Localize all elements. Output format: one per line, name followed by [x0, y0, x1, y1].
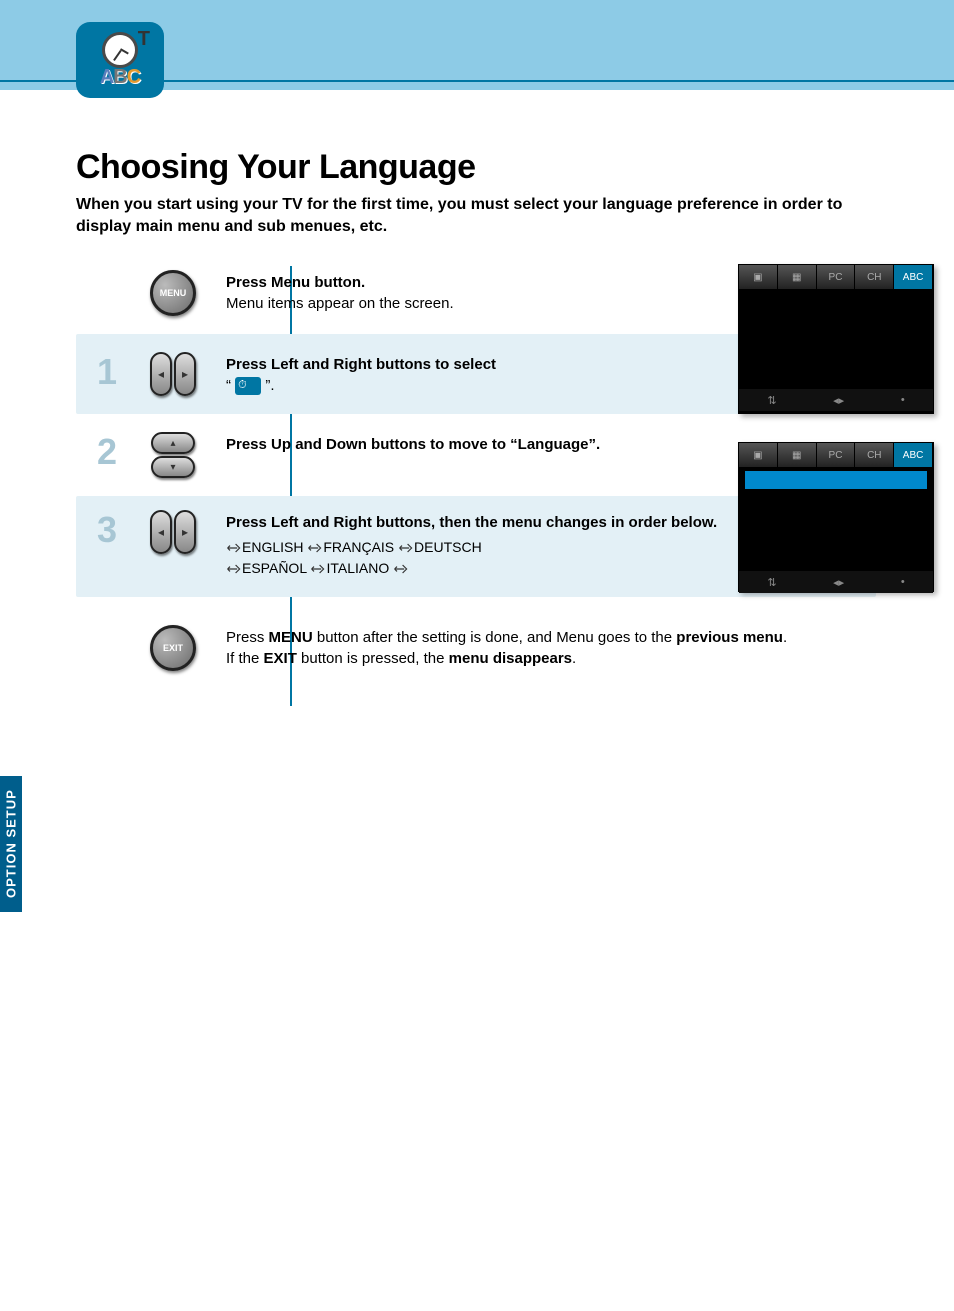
- line: Press Left and Right buttons to select: [226, 356, 496, 373]
- osd-tab: ▦: [778, 443, 817, 467]
- line: “ ”.: [226, 377, 275, 394]
- lead-paragraph: When you start using your TV for the fir…: [76, 194, 876, 237]
- osd-foot-glyph: ◂▸: [833, 576, 844, 589]
- step-text: Press MENU button after the setting is d…: [226, 625, 876, 669]
- line: Menu items appear on the screen.: [226, 295, 454, 312]
- osd-tab-active: ABC: [894, 443, 933, 467]
- osd-footer: ⇅ ◂▸ •: [739, 571, 933, 593]
- remote-button-col: MENU: [138, 270, 208, 316]
- osd-tab-active: ABC: [894, 265, 933, 289]
- icon-letter-t: T: [138, 28, 150, 51]
- setup-mini-icon: [235, 377, 261, 395]
- remote-button-col: EXIT: [138, 625, 208, 671]
- abc-icon: ABC: [100, 66, 140, 89]
- cycle-arrow-icon: [226, 542, 242, 554]
- osd-tab: ▣: [739, 443, 778, 467]
- header-category-icon: T ABC: [76, 22, 164, 98]
- left-pill: ◂: [150, 510, 172, 554]
- osd-tab: CH: [855, 443, 894, 467]
- up-pill: ▴: [151, 432, 195, 454]
- osd-highlight-row: [745, 471, 927, 489]
- cycle-arrow-icon: [226, 563, 242, 575]
- right-pill: ▸: [174, 352, 196, 396]
- osd-body: [739, 289, 933, 389]
- osd-tabs: ▣ ▦ PC CH ABC: [739, 443, 933, 467]
- osd-foot-glyph: •: [901, 394, 905, 406]
- up-down-button-icon: ▴ ▾: [151, 432, 195, 478]
- left-right-button-icon: ◂ ▸: [150, 510, 196, 554]
- osd-tabs: ▣ ▦ PC CH ABC: [739, 265, 933, 289]
- osd-tab: PC: [817, 443, 856, 467]
- osd-tab: ▣: [739, 265, 778, 289]
- line: Press Left and Right buttons, then the m…: [226, 514, 717, 531]
- step-number: 2: [76, 432, 138, 472]
- cycle-arrow-icon: [307, 542, 323, 554]
- menu-button-icon: MENU: [150, 270, 196, 316]
- remote-button-col: ◂ ▸: [138, 352, 208, 396]
- section-side-tab: OPTION SETUP: [0, 776, 22, 912]
- line: Press Menu button.: [226, 274, 365, 291]
- step-exit: EXIT Press MENU button after the setting…: [76, 597, 876, 681]
- osd-tab: CH: [855, 265, 894, 289]
- cycle-arrow-icon: [310, 563, 326, 575]
- clock-icon: [102, 32, 138, 68]
- page-title: Choosing Your Language: [76, 148, 476, 187]
- osd-preview-2: ▣ ▦ PC CH ABC ⇅ ◂▸ •: [738, 442, 934, 592]
- osd-foot-glyph: ◂▸: [833, 394, 844, 407]
- osd-foot-glyph: ⇅: [767, 394, 776, 407]
- osd-body: [739, 471, 933, 571]
- left-pill: ◂: [150, 352, 172, 396]
- osd-preview-1: ▣ ▦ PC CH ABC ⇅ ◂▸ •: [738, 264, 934, 414]
- cycle-arrow-icon: [398, 542, 414, 554]
- down-pill: ▾: [151, 456, 195, 478]
- osd-tab: PC: [817, 265, 856, 289]
- remote-button-col: ▴ ▾: [138, 432, 208, 478]
- osd-tab: ▦: [778, 265, 817, 289]
- step-number: 1: [76, 352, 138, 392]
- remote-button-col: ◂ ▸: [138, 510, 208, 554]
- right-pill: ▸: [174, 510, 196, 554]
- cycle-arrow-icon: [393, 563, 409, 575]
- osd-foot-glyph: ⇅: [767, 576, 776, 589]
- step-number: 3: [76, 510, 138, 550]
- osd-foot-glyph: •: [901, 576, 905, 588]
- left-right-button-icon: ◂ ▸: [150, 352, 196, 396]
- osd-footer: ⇅ ◂▸ •: [739, 389, 933, 411]
- exit-button-icon: EXIT: [150, 625, 196, 671]
